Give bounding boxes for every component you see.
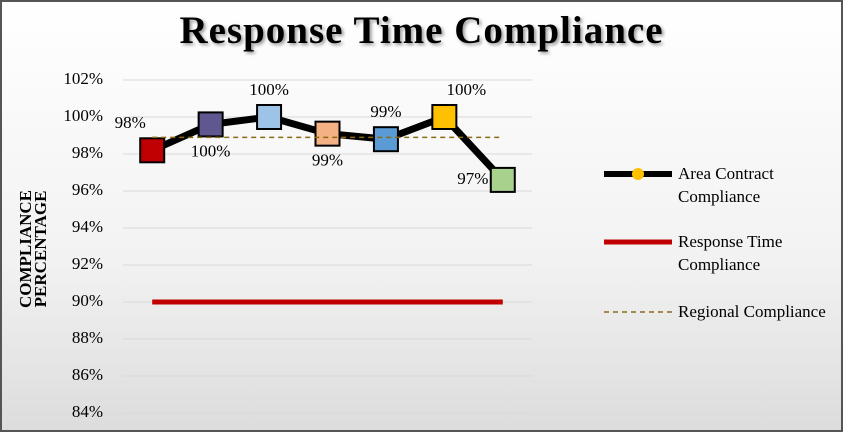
data-label: 99% <box>370 102 401 121</box>
data-label: 100% <box>191 141 231 160</box>
legend-marker <box>632 168 644 180</box>
legend-label: Regional Compliance <box>678 302 826 321</box>
marker <box>489 166 516 193</box>
marker <box>431 104 458 130</box>
chart-title: Response Time Compliance <box>179 9 664 52</box>
y-tick-label: 88% <box>72 328 103 347</box>
marker <box>372 126 399 153</box>
marker <box>256 104 283 130</box>
y-tick-label: 98% <box>72 143 103 162</box>
y-tick-label: 100% <box>63 106 103 125</box>
y-tick-label: 96% <box>72 180 103 199</box>
marker <box>139 137 166 164</box>
y-tick-label: 86% <box>72 365 103 384</box>
marker <box>314 120 341 147</box>
legend-label: Response Time Compliance <box>678 232 783 274</box>
y-tick-label: 94% <box>72 217 103 236</box>
data-label: 100% <box>447 80 487 99</box>
data-label: 97% <box>457 169 488 188</box>
data-label: 98% <box>115 113 146 132</box>
y-tick-label: 92% <box>72 254 103 273</box>
y-axis-label: COMPLIANCE PERCENTAGE <box>16 189 50 309</box>
y-tick-label: 84% <box>72 402 103 421</box>
data-label: 99% <box>312 151 343 170</box>
marker <box>197 111 224 138</box>
legend-label: Area Contract Compliance <box>678 164 774 206</box>
data-label: 100% <box>249 80 289 99</box>
y-tick-label: 90% <box>72 291 103 310</box>
y-tick-label: 102% <box>63 69 103 88</box>
